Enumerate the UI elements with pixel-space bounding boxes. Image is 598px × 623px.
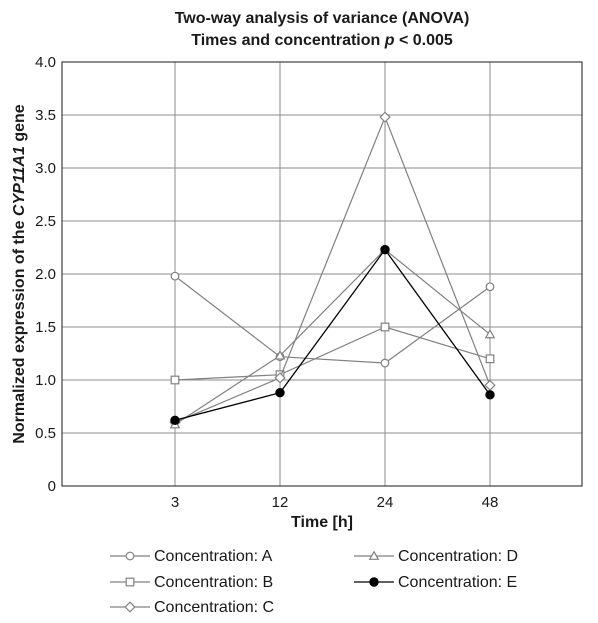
- data-point: [485, 390, 495, 400]
- x-axis-label: Time [h]: [291, 514, 353, 531]
- legend-item: Concentration: D: [354, 548, 518, 565]
- x-tick-label: 48: [482, 494, 499, 511]
- series-line: [174, 248, 491, 426]
- y-tick-label: 2.5: [35, 213, 56, 230]
- legend-item: Concentration: B: [110, 574, 273, 591]
- plot-area: [61, 61, 583, 487]
- legend-marker: [369, 577, 379, 587]
- legend-marker: [125, 551, 135, 561]
- series-5: [170, 244, 495, 425]
- series-1: [170, 271, 495, 368]
- data-point: [485, 354, 495, 364]
- legend-item: Concentration: E: [354, 574, 517, 591]
- chart-title-line1: Two-way analysis of variance (ANOVA): [175, 10, 470, 27]
- data-point: [380, 322, 390, 332]
- legend-label: Concentration: B: [154, 574, 273, 591]
- x-tick-label: 12: [272, 494, 289, 511]
- series-layer: [169, 111, 496, 429]
- data-point: [170, 271, 180, 281]
- x-tick-label: 3: [171, 494, 179, 511]
- y-tick-label: 3.0: [35, 160, 56, 177]
- series-3: [169, 111, 496, 429]
- legend-item: Concentration: A: [110, 548, 273, 565]
- legend-item: Concentration: C: [110, 599, 274, 616]
- series-line: [174, 115, 491, 423]
- legend-marker: [124, 601, 136, 613]
- y-axis-label: Normalized expression of the CYP11A1 gen…: [11, 104, 28, 443]
- y-tick-label: 2.0: [35, 266, 56, 283]
- data-point: [274, 372, 286, 384]
- y-tick-label: 4.0: [35, 54, 56, 71]
- y-tick-label: 1.0: [35, 372, 56, 389]
- legend-label: Concentration: C: [154, 599, 274, 616]
- y-tick-label: 0: [48, 478, 56, 495]
- series-line: [174, 275, 491, 364]
- legend-label: Concentration: E: [398, 574, 517, 591]
- y-tick-label: 0.5: [35, 425, 56, 442]
- legend-label: Concentration: D: [398, 548, 518, 565]
- x-tick-label: 24: [377, 494, 394, 511]
- x-axis-ticks: 3 12 24 48: [171, 494, 499, 511]
- data-point: [170, 415, 180, 425]
- data-point: [484, 328, 496, 339]
- data-point: [274, 350, 286, 360]
- chart-title-line2: Times and concentration p < 0.005: [191, 32, 453, 49]
- legend-label: Concentration: A: [154, 548, 273, 565]
- data-point: [380, 244, 390, 255]
- data-point: [275, 388, 285, 398]
- legend-marker: [125, 577, 135, 587]
- y-tick-label: 1.5: [35, 319, 56, 336]
- data-point: [170, 375, 180, 385]
- y-axis-ticks: 0 0.5 1.0 1.5 2.0 2.5 3.0 3.5 4.0: [35, 54, 56, 495]
- data-point: [380, 358, 390, 368]
- data-point: [484, 379, 496, 391]
- data-point: [485, 282, 495, 292]
- y-tick-label: 3.5: [35, 107, 56, 124]
- series-line: [174, 326, 491, 381]
- legend-marker: [368, 550, 380, 560]
- data-point: [379, 111, 391, 123]
- grid: [62, 62, 582, 486]
- series-line: [174, 248, 491, 421]
- legend: Concentration: A Concentration: B Concentr…: [110, 548, 518, 616]
